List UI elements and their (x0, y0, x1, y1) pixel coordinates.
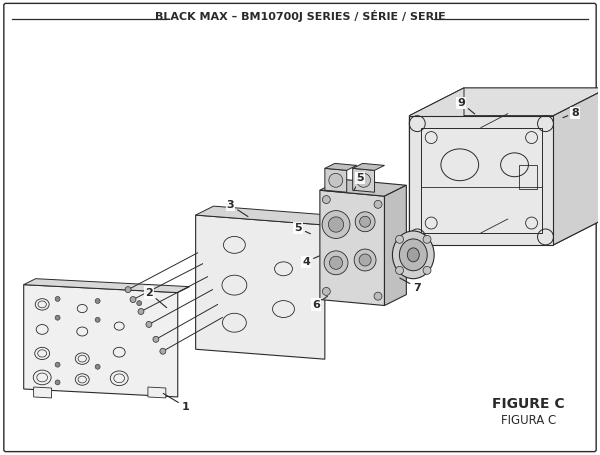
Circle shape (359, 254, 371, 266)
Circle shape (322, 288, 331, 295)
Ellipse shape (400, 239, 427, 271)
Text: FIGURA C: FIGURA C (501, 415, 556, 427)
Polygon shape (464, 88, 600, 217)
Circle shape (356, 173, 371, 187)
Text: 2: 2 (145, 288, 167, 308)
Circle shape (395, 266, 404, 274)
Polygon shape (409, 217, 600, 245)
Circle shape (95, 298, 100, 303)
Polygon shape (325, 163, 356, 170)
Polygon shape (409, 88, 600, 116)
Bar (518, 165, 536, 189)
Circle shape (322, 211, 350, 238)
Circle shape (55, 362, 60, 367)
Polygon shape (196, 206, 343, 225)
Circle shape (146, 321, 152, 328)
Polygon shape (325, 168, 347, 192)
Text: 3: 3 (227, 200, 248, 217)
FancyBboxPatch shape (4, 3, 596, 452)
Text: 8: 8 (563, 108, 579, 118)
Text: 4: 4 (302, 256, 319, 267)
Circle shape (138, 308, 144, 314)
Polygon shape (23, 278, 190, 293)
Polygon shape (34, 387, 52, 398)
Circle shape (153, 336, 159, 342)
Polygon shape (320, 179, 406, 196)
Circle shape (322, 196, 331, 203)
Polygon shape (320, 190, 385, 305)
Polygon shape (148, 387, 166, 398)
Polygon shape (23, 285, 178, 397)
Circle shape (55, 380, 60, 385)
Circle shape (359, 216, 371, 227)
Circle shape (95, 364, 100, 369)
Circle shape (125, 287, 131, 293)
Circle shape (160, 348, 166, 354)
Polygon shape (553, 88, 600, 245)
Ellipse shape (407, 248, 419, 262)
Circle shape (324, 251, 348, 275)
Polygon shape (409, 88, 464, 245)
Circle shape (423, 235, 431, 243)
Circle shape (55, 315, 60, 320)
Circle shape (374, 200, 382, 208)
Polygon shape (353, 163, 385, 170)
Circle shape (55, 297, 60, 301)
Circle shape (329, 256, 343, 269)
Circle shape (423, 266, 431, 274)
Text: 1: 1 (163, 394, 190, 412)
Text: BLACK MAX – BM10700J SERIES / SÉRIE / SERIE: BLACK MAX – BM10700J SERIES / SÉRIE / SE… (155, 10, 445, 22)
Polygon shape (421, 127, 542, 233)
Polygon shape (196, 215, 325, 359)
Circle shape (355, 212, 375, 232)
Circle shape (137, 301, 142, 306)
Polygon shape (385, 185, 406, 305)
Polygon shape (353, 168, 374, 192)
Text: 5: 5 (294, 223, 310, 234)
Circle shape (328, 217, 344, 232)
Circle shape (130, 297, 136, 303)
Circle shape (329, 173, 343, 187)
Circle shape (395, 235, 404, 243)
Circle shape (374, 292, 382, 300)
Text: 5: 5 (354, 173, 364, 191)
Text: 6: 6 (312, 296, 328, 309)
Circle shape (95, 317, 100, 322)
Text: FIGURE C: FIGURE C (492, 397, 565, 411)
Text: 9: 9 (457, 98, 475, 114)
Circle shape (354, 249, 376, 271)
Polygon shape (409, 116, 553, 245)
Ellipse shape (392, 231, 434, 278)
Text: 7: 7 (400, 278, 421, 293)
